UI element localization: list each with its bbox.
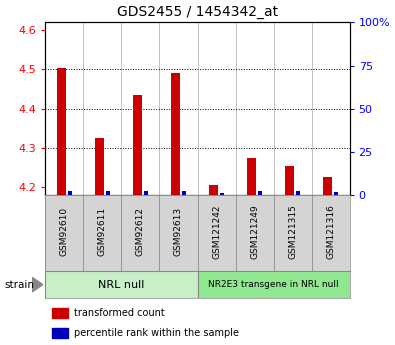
Bar — [51, 308, 68, 318]
Bar — [133, 95, 142, 195]
Title: GDS2455 / 1454342_at: GDS2455 / 1454342_at — [117, 4, 278, 19]
Bar — [182, 191, 186, 195]
Bar — [209, 185, 218, 195]
Bar — [45, 271, 198, 298]
Text: NR2E3 transgene in NRL null: NR2E3 transgene in NRL null — [208, 280, 339, 289]
Bar — [144, 191, 148, 195]
Bar — [57, 68, 66, 195]
Bar — [68, 191, 71, 195]
Text: GSM121242: GSM121242 — [212, 204, 221, 259]
Bar — [83, 195, 122, 271]
Bar — [247, 158, 256, 195]
Bar — [160, 195, 198, 271]
Text: strain: strain — [4, 280, 34, 289]
Bar — [334, 193, 338, 195]
Bar — [95, 138, 103, 195]
Text: GSM92612: GSM92612 — [136, 207, 145, 256]
Text: GSM92611: GSM92611 — [98, 207, 107, 256]
Bar — [198, 195, 235, 271]
Text: transformed count: transformed count — [74, 308, 165, 318]
Bar — [220, 193, 224, 195]
Bar — [198, 271, 350, 298]
Text: NRL null: NRL null — [98, 280, 145, 289]
Bar — [51, 328, 68, 337]
Text: GSM121249: GSM121249 — [250, 204, 259, 259]
Bar — [324, 177, 332, 195]
Bar — [45, 195, 83, 271]
Text: GSM121316: GSM121316 — [326, 204, 335, 259]
Text: GSM92610: GSM92610 — [60, 207, 69, 256]
Bar — [273, 195, 312, 271]
Bar — [122, 195, 160, 271]
Bar — [171, 73, 180, 195]
Polygon shape — [32, 277, 43, 292]
Text: GSM121315: GSM121315 — [288, 204, 297, 259]
Bar — [235, 195, 274, 271]
Bar — [296, 191, 300, 195]
Bar — [258, 191, 262, 195]
Bar — [285, 166, 294, 195]
Text: percentile rank within the sample: percentile rank within the sample — [74, 328, 239, 338]
Text: GSM92613: GSM92613 — [174, 207, 183, 256]
Bar — [106, 191, 110, 195]
Bar — [312, 195, 350, 271]
